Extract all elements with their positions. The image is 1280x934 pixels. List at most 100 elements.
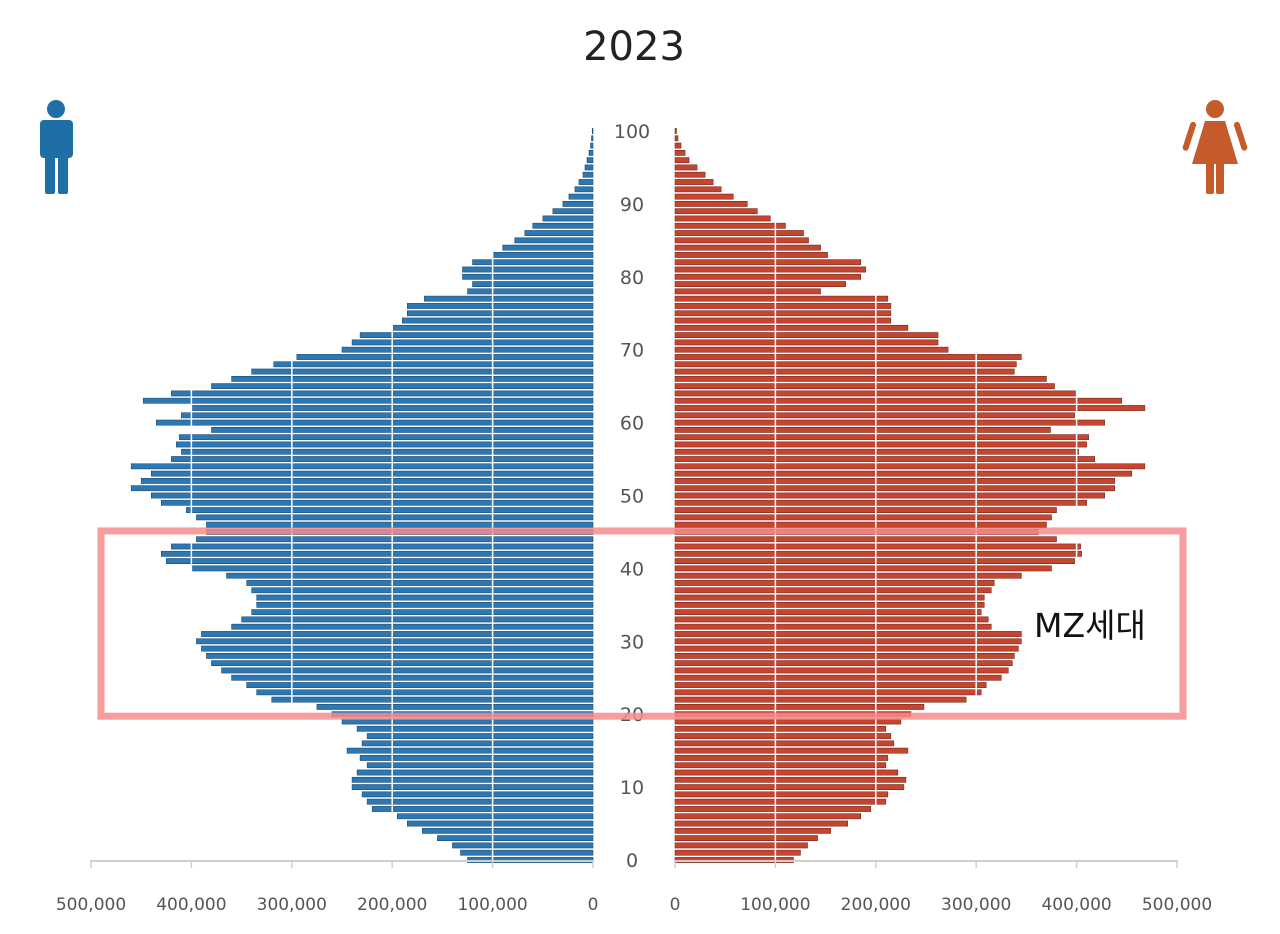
- x-tick-label-right: 400,000: [1041, 895, 1111, 915]
- bar-female-age-100: [674, 128, 677, 134]
- bar-male-age-96: [586, 157, 594, 164]
- bar-male-age-35: [256, 601, 594, 608]
- bar-male-age-28: [206, 653, 594, 659]
- bar-male-age-33: [241, 616, 594, 623]
- bar-male-age-11: [351, 776, 594, 783]
- bar-female-age-1: [674, 849, 801, 856]
- bar-male-age-54: [130, 463, 594, 470]
- bar-male-age-60: [156, 419, 594, 426]
- bar-male-age-81: [462, 266, 594, 273]
- bar-female-age-48: [674, 507, 1057, 513]
- bar-female-age-79: [674, 281, 846, 287]
- bar-male-age-74: [401, 317, 594, 324]
- bar-female-age-13: [674, 762, 887, 769]
- bar-female-age-43: [674, 543, 1081, 550]
- bar-female-age-68: [674, 361, 1017, 368]
- age-tick-label: 40: [620, 558, 644, 580]
- bar-male-age-7: [371, 806, 594, 812]
- bar-female-age-34: [674, 609, 982, 616]
- bar-male-age-55: [171, 456, 594, 462]
- bar-male-age-90: [562, 201, 594, 207]
- bar-female-age-44: [674, 536, 1057, 543]
- bar-male-age-22: [271, 696, 594, 703]
- bar-female-age-7: [674, 806, 872, 812]
- bar-male-age-48: [186, 507, 594, 513]
- bar-male-age-39: [226, 572, 594, 579]
- bar-female-age-90: [674, 201, 748, 207]
- bar-male-age-95: [584, 164, 594, 171]
- bar-female-age-35: [674, 601, 985, 608]
- bar-female-age-15: [674, 747, 909, 754]
- bar-male-age-79: [472, 281, 594, 287]
- bar-male-age-44: [196, 536, 594, 543]
- mz-highlight-box: [97, 527, 1187, 720]
- bar-male-age-15: [346, 747, 594, 754]
- bar-male-age-30: [196, 638, 594, 645]
- bar-male-age-89: [552, 208, 594, 215]
- bar-female-age-99: [674, 135, 679, 142]
- age-tick-label: 0: [626, 850, 638, 872]
- bar-male-age-13: [366, 762, 594, 769]
- bar-female-age-28: [674, 653, 1015, 659]
- bar-male-age-43: [171, 543, 594, 550]
- bar-male-age-38: [246, 580, 594, 586]
- bar-male-age-53: [150, 470, 594, 477]
- bar-female-age-84: [674, 244, 821, 251]
- bar-male-age-93: [578, 179, 594, 185]
- bar-male-age-10: [351, 784, 594, 790]
- x-tick-label-left: 100,000: [457, 895, 527, 915]
- bar-female-age-47: [674, 514, 1052, 521]
- bar-male-age-26: [221, 667, 594, 674]
- bar-female-age-89: [674, 208, 758, 215]
- bar-female-age-93: [674, 179, 714, 185]
- bar-male-age-8: [366, 798, 594, 805]
- bar-female-age-41: [674, 558, 1075, 564]
- bar-female-age-57: [674, 441, 1087, 448]
- bar-male-age-29: [201, 645, 594, 652]
- bar-female-age-26: [674, 667, 1009, 674]
- bar-female-age-62: [674, 405, 1146, 411]
- bar-female-age-70: [674, 346, 949, 353]
- bar-female-age-97: [674, 149, 686, 156]
- bar-female-age-71: [674, 339, 939, 346]
- bar-female-age-63: [674, 397, 1123, 404]
- bar-female-age-33: [674, 616, 989, 623]
- bar-female-age-87: [674, 222, 786, 229]
- bar-female-age-8: [674, 798, 887, 805]
- bar-male-age-100: [591, 128, 594, 134]
- bar-male-age-9: [361, 791, 594, 798]
- bar-male-age-21: [316, 704, 594, 710]
- bar-female-age-83: [674, 252, 828, 258]
- bar-female-age-18: [674, 725, 887, 732]
- bar-female-age-21: [674, 704, 925, 710]
- bar-female-age-46: [674, 521, 1047, 528]
- bar-female-age-38: [674, 580, 995, 586]
- bar-male-age-92: [574, 186, 594, 193]
- bar-male-age-2: [452, 842, 594, 849]
- female-person-icon: [1182, 100, 1248, 194]
- bar-female-age-88: [674, 215, 771, 222]
- bar-male-age-59: [211, 427, 594, 433]
- bar-female-age-27: [674, 660, 1013, 667]
- age-tick-label: 80: [620, 267, 644, 289]
- bar-male-age-51: [130, 485, 594, 492]
- bar-male-age-86: [524, 230, 594, 236]
- bar-female-age-3: [674, 835, 818, 842]
- bar-male-age-57: [176, 441, 594, 448]
- x-tick-label-right: 500,000: [1142, 895, 1212, 915]
- bar-male-age-56: [181, 448, 594, 455]
- bar-male-age-83: [492, 252, 594, 258]
- bar-male-age-75: [407, 310, 594, 317]
- bar-male-age-25: [231, 674, 594, 681]
- bar-male-age-18: [356, 725, 594, 732]
- gridlines-layer: [190, 139, 1078, 860]
- bar-male-age-85: [514, 237, 594, 244]
- x-tick-label-left: 200,000: [357, 895, 427, 915]
- bar-female-age-40: [674, 565, 1052, 572]
- bar-female-age-37: [674, 587, 992, 594]
- bar-male-age-82: [472, 259, 594, 266]
- mz-generation-label: MZ세대: [1034, 606, 1146, 645]
- bar-female-age-6: [674, 813, 861, 820]
- bar-male-age-3: [437, 835, 594, 842]
